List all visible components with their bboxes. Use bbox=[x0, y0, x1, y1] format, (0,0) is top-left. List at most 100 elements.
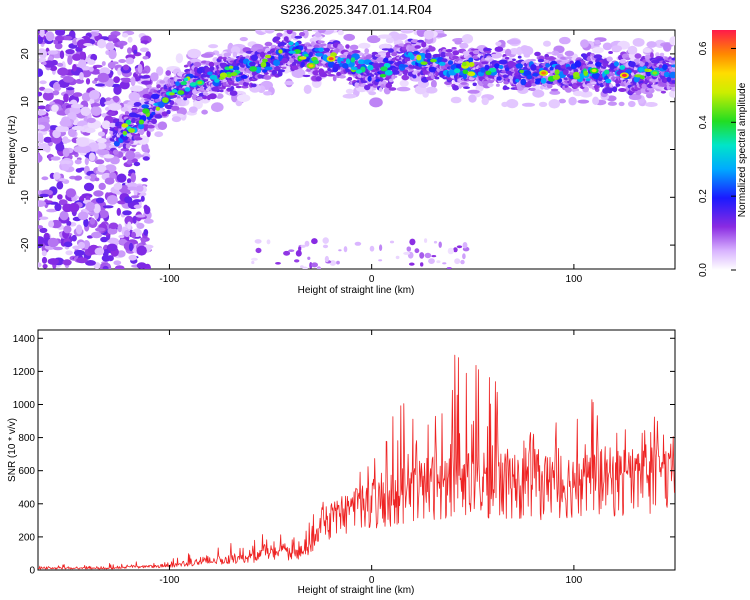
spectrogram-blob bbox=[561, 64, 567, 69]
spectrogram-blob bbox=[196, 67, 203, 74]
spectrogram-blob bbox=[262, 69, 267, 73]
spectrogram-blob bbox=[452, 85, 460, 91]
spectrogram-blob bbox=[133, 161, 141, 167]
spectrogram-blobs bbox=[38, 30, 675, 269]
snr-ylabel: SNR (10 * v/v) bbox=[7, 418, 18, 482]
spectrogram-blob bbox=[113, 182, 123, 191]
spectrogram-blob bbox=[420, 262, 424, 267]
spectrogram-blob bbox=[135, 214, 146, 218]
spectrogram-blob bbox=[95, 197, 105, 204]
spectrogram-blob bbox=[108, 222, 119, 230]
spectrogram-blob bbox=[532, 73, 539, 77]
spectrogram-blob bbox=[142, 108, 150, 114]
spectrogram-blob bbox=[93, 190, 104, 197]
spectrogram-blob bbox=[56, 62, 64, 67]
spectrogram-blob bbox=[463, 86, 470, 89]
spectrogram-blob bbox=[572, 71, 580, 78]
spectrogram-blob bbox=[367, 35, 381, 44]
spectrogram-blob bbox=[619, 65, 626, 70]
spectrogram-blob bbox=[360, 80, 368, 84]
spectrogram-blob bbox=[300, 265, 304, 268]
spectrogram-blob bbox=[75, 224, 83, 235]
spectrogram-blob bbox=[122, 210, 132, 216]
spectrogram-blob bbox=[530, 64, 537, 71]
spectrogram-blob bbox=[669, 71, 675, 79]
y-tick-label: 800 bbox=[18, 433, 35, 444]
spectrogram-blob bbox=[634, 53, 642, 59]
spectrogram-blob bbox=[288, 41, 294, 46]
spectrogram-blob bbox=[197, 81, 203, 85]
spectrogram-blob bbox=[311, 238, 318, 245]
spectrogram-blob bbox=[605, 78, 612, 84]
spectrogram-blob bbox=[456, 63, 462, 69]
spectrogram-blob bbox=[379, 73, 387, 78]
spectrogram-blob bbox=[317, 30, 327, 34]
spectrogram-blob bbox=[481, 81, 490, 85]
y-tick-label: -10 bbox=[20, 190, 31, 205]
spectrogram-blob bbox=[506, 39, 521, 45]
spectrogram-blob bbox=[63, 241, 73, 248]
spectrogram-blob bbox=[299, 32, 305, 37]
spectrogram-blob bbox=[124, 111, 130, 116]
spectrogram-blob bbox=[202, 92, 209, 96]
spectrogram-blob bbox=[663, 71, 670, 78]
spectrogram-blob bbox=[57, 67, 69, 76]
spectrogram-blob bbox=[208, 44, 219, 49]
spectrogram-blob bbox=[391, 52, 398, 57]
spectrogram-blob bbox=[611, 45, 623, 52]
spectrogram-blob bbox=[57, 194, 63, 200]
spectrogram-blob bbox=[397, 43, 406, 47]
spectrogram-blob bbox=[183, 64, 189, 68]
spectrogram-blob bbox=[324, 255, 329, 263]
spectrogram-blob bbox=[549, 66, 554, 71]
spectrogram-blob bbox=[83, 43, 93, 47]
spectrogram-blob bbox=[395, 255, 400, 260]
spectrogram-blob bbox=[358, 59, 366, 65]
spectrogram-blob bbox=[74, 159, 82, 165]
spectrogram-blob bbox=[39, 80, 47, 85]
spectrogram-blob bbox=[157, 121, 168, 130]
colorbar-tick-label: 0.6 bbox=[698, 41, 709, 55]
spectrogram-blob bbox=[201, 53, 214, 58]
spectrogram-blob bbox=[428, 66, 436, 73]
spectrogram-blob bbox=[300, 244, 306, 248]
spectrogram-blob bbox=[41, 250, 47, 257]
spectrogram-blob bbox=[420, 61, 428, 65]
spectrogram-blob bbox=[61, 163, 70, 171]
spectrogram-blob bbox=[136, 245, 147, 256]
spectrogram-blob bbox=[454, 68, 461, 74]
spectrogram-blob bbox=[659, 52, 665, 57]
y-tick-label: 600 bbox=[18, 466, 35, 477]
spectrogram-blob bbox=[38, 48, 45, 52]
spectrogram-blob bbox=[142, 156, 150, 161]
spectrogram-blob bbox=[551, 50, 560, 56]
spectrogram-blob bbox=[53, 82, 61, 90]
spectrogram-blob bbox=[114, 265, 125, 269]
spectrogram-blob bbox=[392, 69, 400, 75]
spectrogram-blob bbox=[313, 59, 319, 65]
spectrogram-blob bbox=[101, 254, 111, 262]
x-tick-label: 0 bbox=[369, 575, 375, 586]
spectrogram-blob bbox=[133, 204, 142, 209]
spectrogram-blob bbox=[367, 75, 372, 82]
spectrogram-blob bbox=[266, 239, 271, 245]
spectrogram-blob bbox=[505, 99, 519, 109]
spectrogram-blob bbox=[136, 262, 147, 269]
spectrogram-blob bbox=[472, 50, 481, 55]
x-tick-label: 100 bbox=[566, 274, 583, 285]
spectrogram-blob bbox=[540, 77, 547, 84]
spectrogram-blob bbox=[80, 106, 91, 117]
spectrogram-blob bbox=[251, 257, 258, 261]
spectrogram-blob bbox=[526, 74, 533, 80]
spectrogram-blob bbox=[520, 78, 527, 86]
spectrogram-blob bbox=[175, 81, 180, 87]
spectrogram-blob bbox=[275, 262, 281, 265]
spectrogram-blob bbox=[294, 35, 303, 39]
spectrogram-blob bbox=[549, 90, 561, 95]
spectrogram-blob bbox=[537, 58, 545, 63]
spectrogram-blob bbox=[569, 75, 575, 79]
spectrogram-blob bbox=[38, 110, 47, 116]
spectrogram-blob bbox=[127, 221, 132, 230]
spectrogram-blob bbox=[298, 246, 302, 251]
spectrogram-blob bbox=[147, 124, 155, 129]
